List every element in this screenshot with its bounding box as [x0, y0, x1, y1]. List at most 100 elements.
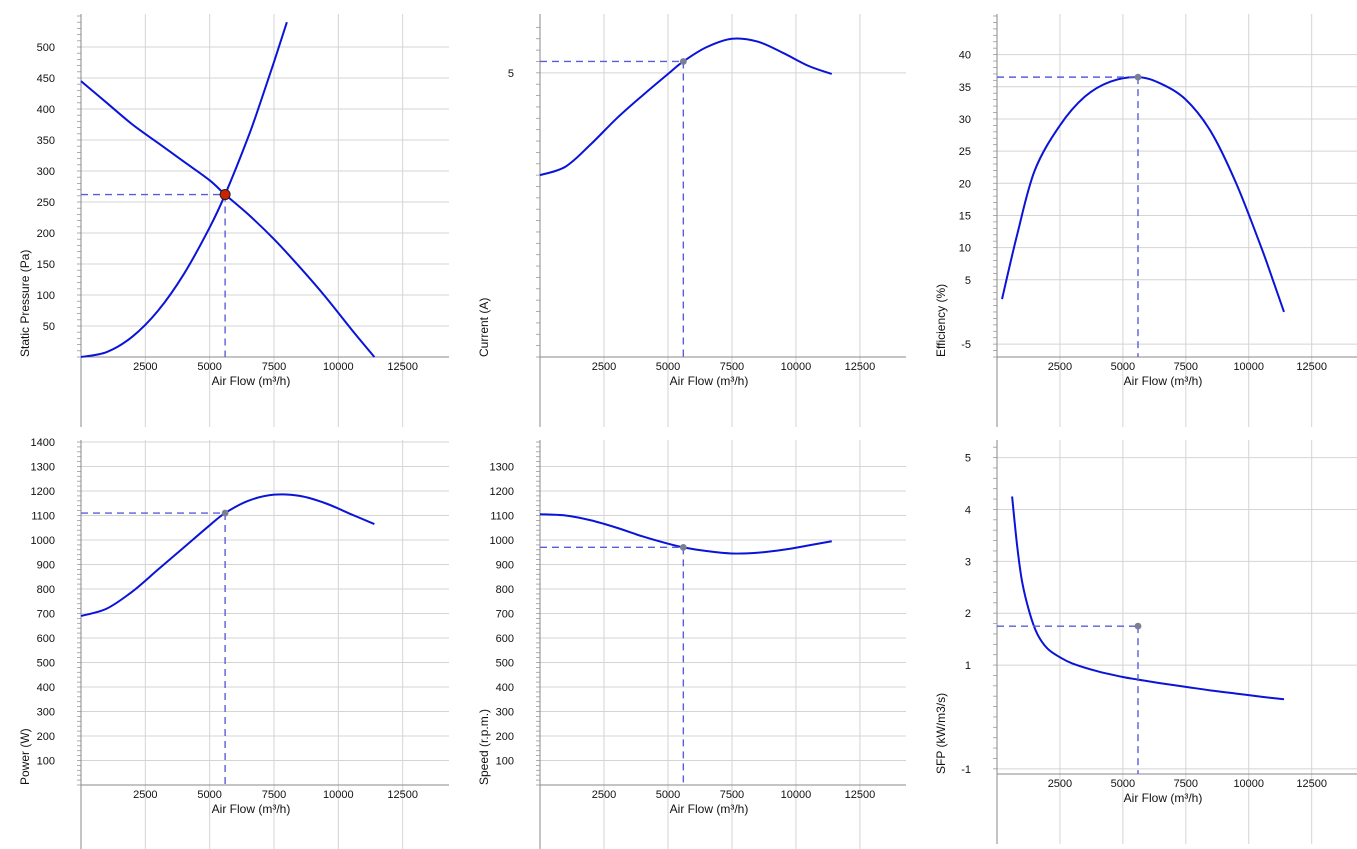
y-tick-label: 900 [37, 560, 55, 572]
x-tick-label: 10000 [323, 361, 354, 373]
x-axis-title: Air Flow (m³/h) [1124, 374, 1203, 388]
y-tick-label: 100 [496, 756, 514, 768]
x-tick-label: 2500 [1048, 778, 1072, 790]
y-tick-label: 1000 [31, 535, 55, 547]
y-tick-label: 1200 [490, 486, 514, 498]
series-line-1 [1001, 76, 1285, 313]
series-line-1 [1011, 496, 1285, 701]
y-tick-label: 15 [959, 210, 971, 222]
operating-point-marker [221, 509, 229, 517]
x-tick-label: 5000 [197, 361, 221, 373]
x-axis-title: Air Flow (m³/h) [670, 374, 749, 388]
x-tick-label: 5000 [197, 789, 221, 801]
y-tick-label: 1 [965, 660, 971, 672]
operating-point-marker [679, 543, 687, 551]
x-tick-label: 12500 [387, 361, 418, 373]
x-tick-label: 12500 [845, 361, 876, 373]
y-tick-label: 450 [37, 73, 55, 85]
y-tick-label: 500 [37, 658, 55, 670]
y-tick-label: 150 [37, 259, 55, 271]
x-tick-label: 10000 [781, 361, 812, 373]
y-tick-label: 5 [965, 453, 971, 465]
y-axis-title: Efficiency (%) [934, 284, 948, 357]
x-axis-title: Air Flow (m³/h) [212, 802, 291, 816]
x-tick-label: 10000 [1233, 361, 1264, 373]
x-tick-label: 7500 [720, 361, 744, 373]
y-tick-label: 300 [496, 707, 514, 719]
chart-efficiency: 2500 5000 7500 10000 12500 -5 5 10 15 20 25 30 35 40 A… [934, 14, 1357, 427]
x-tick-label: 5000 [1111, 778, 1135, 790]
x-tick-label: 5000 [656, 361, 680, 373]
y-tick-label: 2 [965, 608, 971, 620]
chart-speed: 2500 5000 7500 10000 12500 100 200 300 400 500 600… [477, 440, 906, 849]
y-tick-label: 100 [37, 756, 55, 768]
x-tick-label: 2500 [1048, 361, 1072, 373]
x-axis-title: Air Flow (m³/h) [212, 374, 291, 388]
y-tick-label: 5 [508, 68, 514, 80]
chart-sfp: 2500 5000 7500 10000 12500 -1 1 2 3 4 5 Air Flow (m… [934, 440, 1357, 844]
operating-point-marker [1134, 73, 1142, 81]
x-tick-label: 12500 [1296, 778, 1327, 790]
x-tick-label: 10000 [1233, 778, 1264, 790]
y-tick-label: 200 [37, 731, 55, 743]
y-tick-label: -5 [961, 339, 971, 351]
y-tick-label: 1100 [31, 511, 55, 523]
y-tick-label: 50 [43, 321, 55, 333]
y-tick-label: 700 [496, 609, 514, 621]
x-tick-label: 2500 [133, 789, 157, 801]
y-tick-label: 800 [496, 584, 514, 596]
x-tick-label: 7500 [1174, 361, 1198, 373]
x-tick-label: 5000 [656, 789, 680, 801]
y-tick-label: 600 [37, 633, 55, 645]
y-tick-label: 1100 [490, 511, 514, 523]
x-tick-label: 7500 [262, 361, 286, 373]
y-axis-title: Current (A) [477, 298, 491, 357]
x-tick-label: 12500 [845, 789, 876, 801]
x-tick-label: 10000 [323, 789, 354, 801]
y-tick-label: 700 [37, 609, 55, 621]
y-tick-label: 4 [965, 504, 971, 516]
y-tick-label: 200 [37, 228, 55, 240]
y-tick-label: 300 [37, 707, 55, 719]
y-tick-label: 500 [496, 658, 514, 670]
y-axis-title: SFP (kW/m3/s) [934, 693, 948, 774]
y-tick-label: 500 [37, 42, 55, 54]
y-tick-label: 350 [37, 135, 55, 147]
y-tick-label: 1200 [31, 486, 55, 498]
y-axis-title: Static Pressure (Pa) [18, 250, 32, 357]
series-line-1 [80, 80, 376, 358]
y-tick-label: 35 [959, 82, 971, 94]
operating-point-marker [1134, 622, 1142, 630]
x-tick-label: 7500 [262, 789, 286, 801]
y-tick-label: 1300 [31, 462, 55, 474]
y-axis-title: Power (W) [18, 728, 32, 785]
y-tick-label: 400 [496, 682, 514, 694]
x-tick-label: 12500 [1296, 361, 1327, 373]
chart-pressure: 2500 5000 7500 10000 12500 50 100 150 200 250 300 3… [18, 14, 449, 427]
y-tick-label: 400 [37, 104, 55, 116]
y-tick-label: 30 [959, 114, 971, 126]
y-tick-label: 600 [496, 633, 514, 645]
y-tick-label: 100 [37, 290, 55, 302]
y-tick-label: 1300 [490, 462, 514, 474]
chart-power: 2500 5000 7500 10000 12500 100 200 300 400 500 600… [18, 437, 449, 849]
x-tick-label: 7500 [1174, 778, 1198, 790]
y-tick-label: 800 [37, 584, 55, 596]
x-axis-title: Air Flow (m³/h) [670, 802, 749, 816]
y-tick-label: 1000 [490, 535, 514, 547]
y-tick-label: 200 [496, 731, 514, 743]
x-tick-label: 12500 [387, 789, 418, 801]
x-tick-label: 5000 [1111, 361, 1135, 373]
y-tick-label: 3 [965, 556, 971, 568]
x-tick-label: 2500 [592, 361, 616, 373]
x-tick-label: 2500 [592, 789, 616, 801]
chart-current: 2500 5000 7500 10000 12500 5 Air Flow (m³/h) Cu… [477, 14, 906, 427]
y-tick-label: -1 [961, 764, 971, 776]
y-tick-label: 900 [496, 560, 514, 572]
x-tick-label: 7500 [720, 789, 744, 801]
x-tick-label: 10000 [781, 789, 812, 801]
y-axis-title: Speed (r.p.m.) [477, 709, 491, 785]
y-tick-label: 25 [959, 146, 971, 158]
series-line-1 [539, 37, 833, 177]
